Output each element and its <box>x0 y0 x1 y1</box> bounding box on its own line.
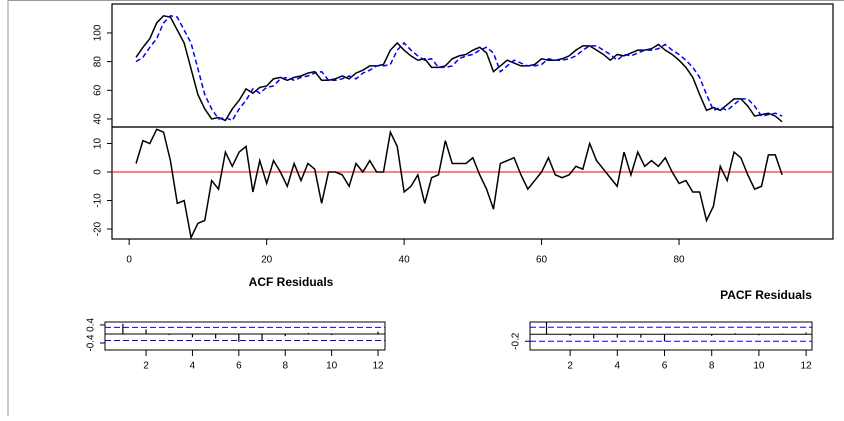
x-tick-label: 12 <box>801 361 813 372</box>
y-tick-label: 10 <box>93 138 104 150</box>
y-tick-label: 80 <box>93 56 104 68</box>
y-tick-label: 60 <box>93 84 104 96</box>
x-tick-label: 2 <box>567 361 573 372</box>
plot-frame <box>111 3 834 128</box>
x-tick-label: 6 <box>662 361 668 372</box>
y-tick-label: 0 <box>93 169 104 175</box>
plot-frame <box>104 321 386 351</box>
y-tick-label: 100 <box>93 24 104 41</box>
y-tick-label: -20 <box>93 221 104 236</box>
series-line <box>135 14 783 123</box>
x-tick-label: 10 <box>326 361 338 372</box>
x-tick-label: 40 <box>399 255 411 266</box>
x-tick-label: 12 <box>372 361 384 372</box>
plot-frame <box>111 126 834 240</box>
chart-title: ACF Residuals <box>249 275 334 289</box>
y-tick-label: -0.4 <box>86 334 97 352</box>
y-tick-label: 40 <box>93 113 104 125</box>
plot-frame <box>529 321 813 351</box>
x-tick-label: 6 <box>236 361 242 372</box>
x-tick-label: 80 <box>673 255 685 266</box>
y-tick-label: -10 <box>93 193 104 208</box>
y-tick-label: -0.2 <box>511 332 522 350</box>
x-tick-label: 8 <box>282 361 288 372</box>
x-tick-label: 4 <box>615 361 621 372</box>
series-line <box>135 128 783 240</box>
series-line <box>135 14 783 122</box>
x-tick-label: 0 <box>126 255 132 266</box>
x-tick-label: 10 <box>753 361 765 372</box>
x-tick-label: 4 <box>190 361 196 372</box>
x-tick-label: 60 <box>536 255 548 266</box>
chart-title: PACF Residuals <box>720 288 812 302</box>
x-tick-label: 8 <box>709 361 715 372</box>
x-tick-label: 2 <box>143 361 149 372</box>
y-tick-label: 0.4 <box>86 318 97 332</box>
x-tick-label: 20 <box>261 255 273 266</box>
